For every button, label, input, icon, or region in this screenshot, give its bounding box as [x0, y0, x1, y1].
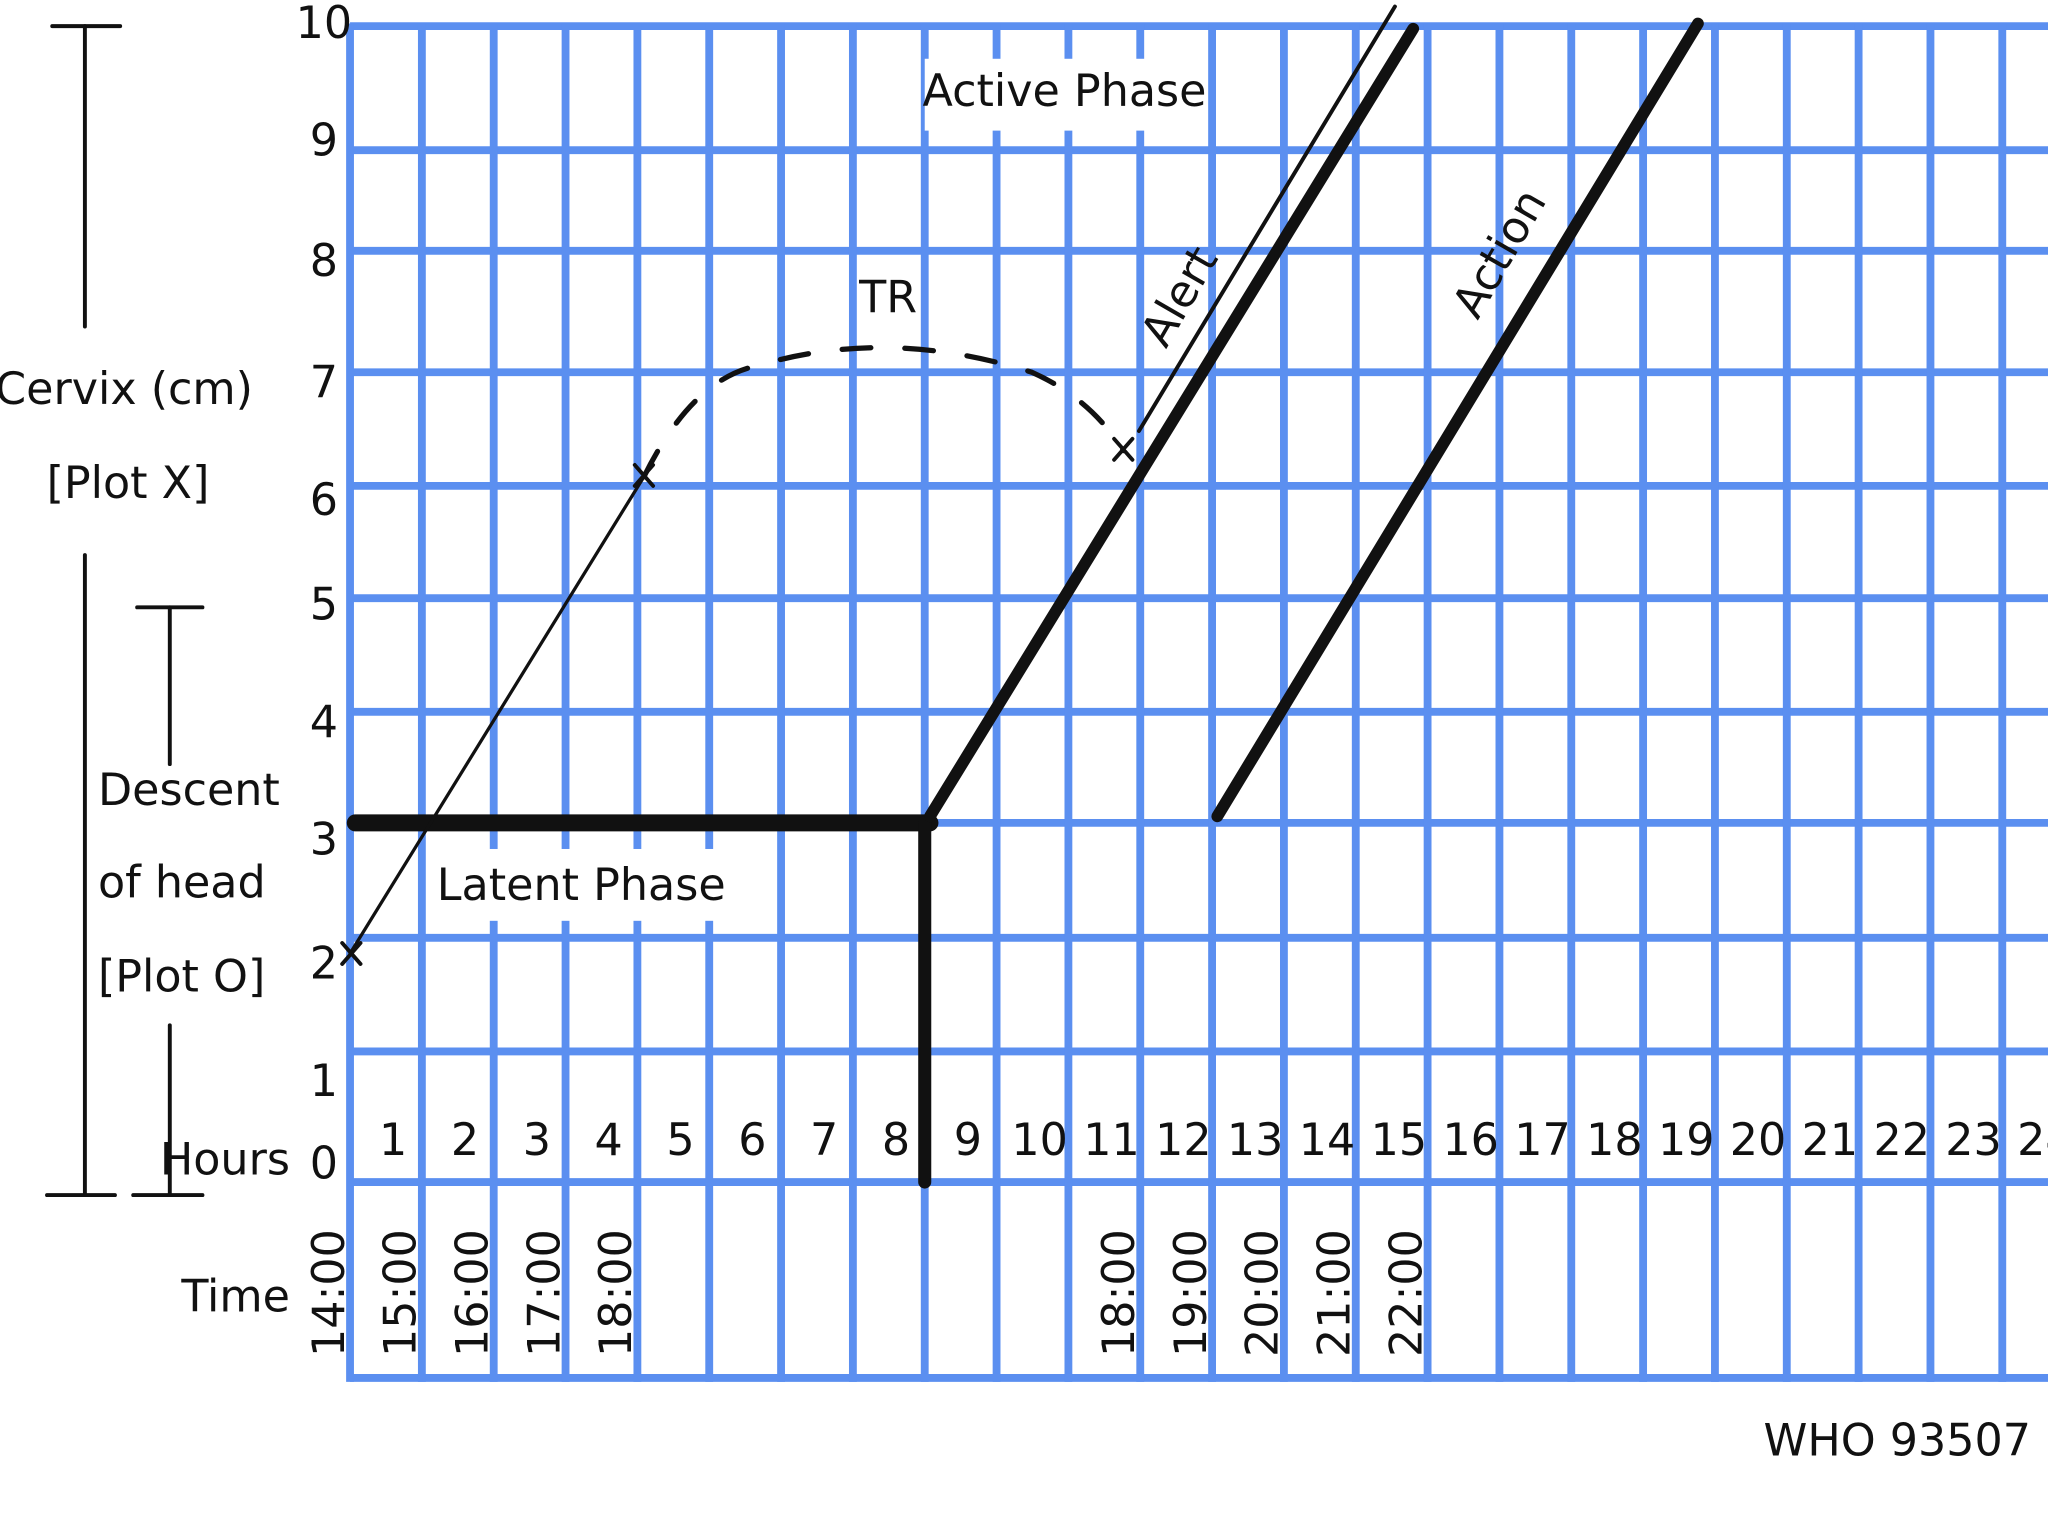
time-entry: 14:00 [304, 1229, 355, 1357]
y-axis-label: 2 [310, 939, 338, 990]
y-axis-label: 8 [310, 236, 338, 287]
y-axis-label: 10 [296, 0, 353, 49]
y-axis-label: 0 [310, 1138, 338, 1189]
plot-x-label: [Plot X] [47, 458, 210, 509]
plot-o-label: [Plot O] [98, 952, 265, 1003]
hour-label: 7 [810, 1115, 838, 1166]
hour-label: 14 [1299, 1115, 1356, 1166]
time-entry: 18:00 [1094, 1229, 1145, 1357]
hour-label: 13 [1227, 1115, 1284, 1166]
hour-label: 6 [738, 1115, 766, 1166]
time-entry: 16:00 [447, 1229, 498, 1357]
of-head-label: of head [98, 858, 266, 909]
hour-label: 21 [1802, 1115, 1859, 1166]
y-axis-label: 1 [310, 1056, 338, 1107]
hour-label: 19 [1658, 1115, 1715, 1166]
active-phase: Active Phase [923, 66, 1207, 117]
time-entry: 17:00 [519, 1229, 570, 1357]
grid [346, 22, 2048, 1382]
time-entry: 22:00 [1381, 1229, 1432, 1357]
time-label: Time [180, 1272, 290, 1323]
hour-label: 2 [451, 1115, 479, 1166]
descent-label: Descent [98, 765, 280, 816]
hour-label: 9 [954, 1115, 982, 1166]
tr-label: TR [858, 272, 917, 323]
y-axis-label: 3 [310, 814, 338, 865]
y-axis-label: 9 [310, 116, 338, 167]
y-axis-label: 7 [310, 357, 338, 408]
scale-bars [45, 24, 205, 1198]
hour-label: 20 [1730, 1115, 1787, 1166]
cervix-label: Cervix (cm) [0, 364, 253, 415]
hour-label: 22 [1873, 1115, 1930, 1166]
hour-label: 12 [1155, 1115, 1212, 1166]
hour-label: 16 [1442, 1115, 1499, 1166]
latent-phase: Latent Phase [437, 860, 726, 911]
footer: WHO 93507 [1763, 1415, 2031, 1466]
time-entry: 21:00 [1309, 1229, 1360, 1357]
hour-label: 8 [882, 1115, 910, 1166]
y-axis-label: 6 [310, 475, 338, 526]
hour-label: 5 [666, 1115, 694, 1166]
y-axis-label: 4 [310, 697, 338, 748]
hour-label: 17 [1514, 1115, 1571, 1166]
hour-label: 15 [1371, 1115, 1428, 1166]
hour-label: 10 [1011, 1115, 1068, 1166]
time-entry: 18:00 [591, 1229, 642, 1357]
lines [340, 4, 1704, 1189]
label-bg [924, 58, 1206, 131]
label-bg [437, 848, 719, 921]
hour-label: 18 [1586, 1115, 1643, 1166]
hour-label: 4 [595, 1115, 623, 1166]
time-entry: 20:00 [1238, 1229, 1289, 1357]
hour-label: 11 [1083, 1115, 1140, 1166]
time-entry: 19:00 [1166, 1229, 1217, 1357]
hour-label: 1 [379, 1115, 407, 1166]
hour-label: 23 [1945, 1115, 2002, 1166]
y-axis-label: 5 [310, 579, 338, 630]
time-entry: 15:00 [376, 1229, 427, 1357]
hour-label: 3 [523, 1115, 551, 1166]
hour-label: 24 [2017, 1115, 2048, 1166]
hours-label: Hours [160, 1134, 290, 1185]
